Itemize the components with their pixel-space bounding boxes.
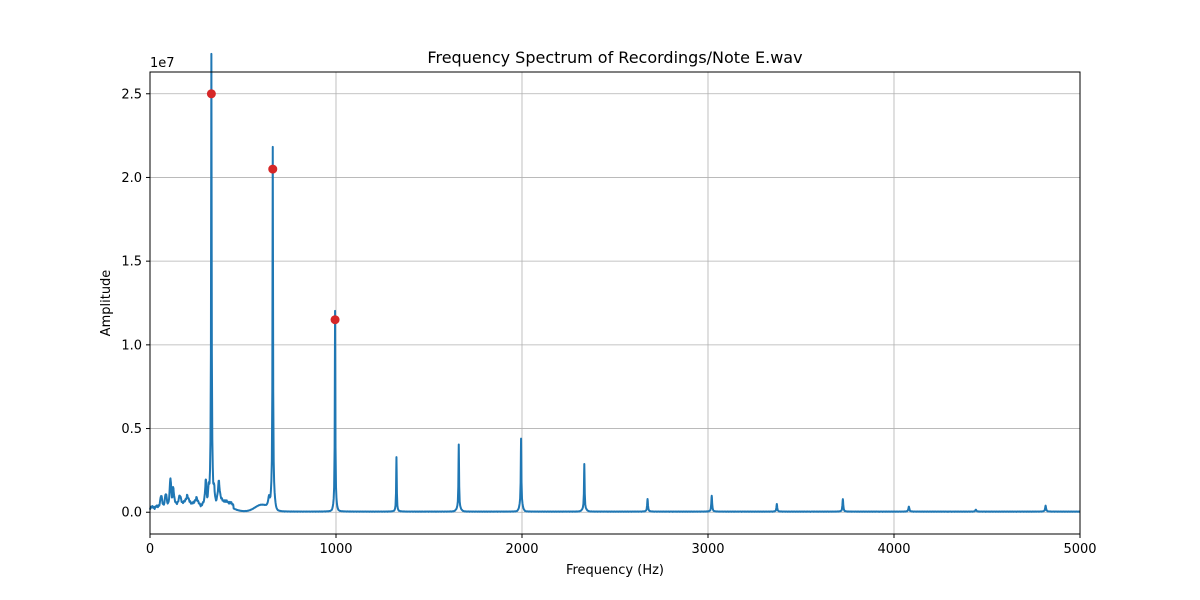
- spectrum-layer: [149, 52, 1081, 513]
- x-tick-label-2: 2000: [505, 542, 538, 557]
- y-tick-label-1: 0.5: [121, 422, 142, 437]
- x-tick-label-4: 4000: [877, 542, 910, 557]
- plot-area: [150, 72, 1080, 534]
- x-axis-label: Frequency (Hz): [566, 563, 664, 578]
- plot-frame: [149, 71, 1081, 535]
- peak-marker-0: [206, 89, 216, 99]
- peak-markers: [206, 89, 340, 325]
- y-axis-offset-label: 1e7: [150, 56, 175, 71]
- x-tick-label-1: 1000: [319, 542, 352, 557]
- y-axis-label: Amplitude: [99, 270, 114, 337]
- y-tick-label-0: 0.0: [121, 506, 142, 521]
- y-tick-label-2: 1.0: [121, 338, 142, 353]
- y-axis-ticks: 0.0 0.5 1.0 1.5 2.0 2.5: [121, 87, 150, 521]
- x-tick-label-5: 5000: [1063, 542, 1096, 557]
- peak-marker-2: [330, 315, 340, 325]
- x-tick-label-3: 3000: [691, 542, 724, 557]
- spectrum-line: [149, 52, 1081, 513]
- chart-title: Frequency Spectrum of Recordings/Note E.…: [427, 48, 802, 67]
- peak-marker-1: [268, 164, 278, 174]
- y-tick-label-4: 2.0: [121, 171, 142, 186]
- y-tick-label-5: 2.5: [121, 87, 142, 102]
- x-axis-ticks: 0 1000 2000 3000 4000 5000: [146, 534, 1097, 557]
- x-tick-label-0: 0: [146, 542, 154, 557]
- y-tick-label-3: 1.5: [121, 255, 142, 270]
